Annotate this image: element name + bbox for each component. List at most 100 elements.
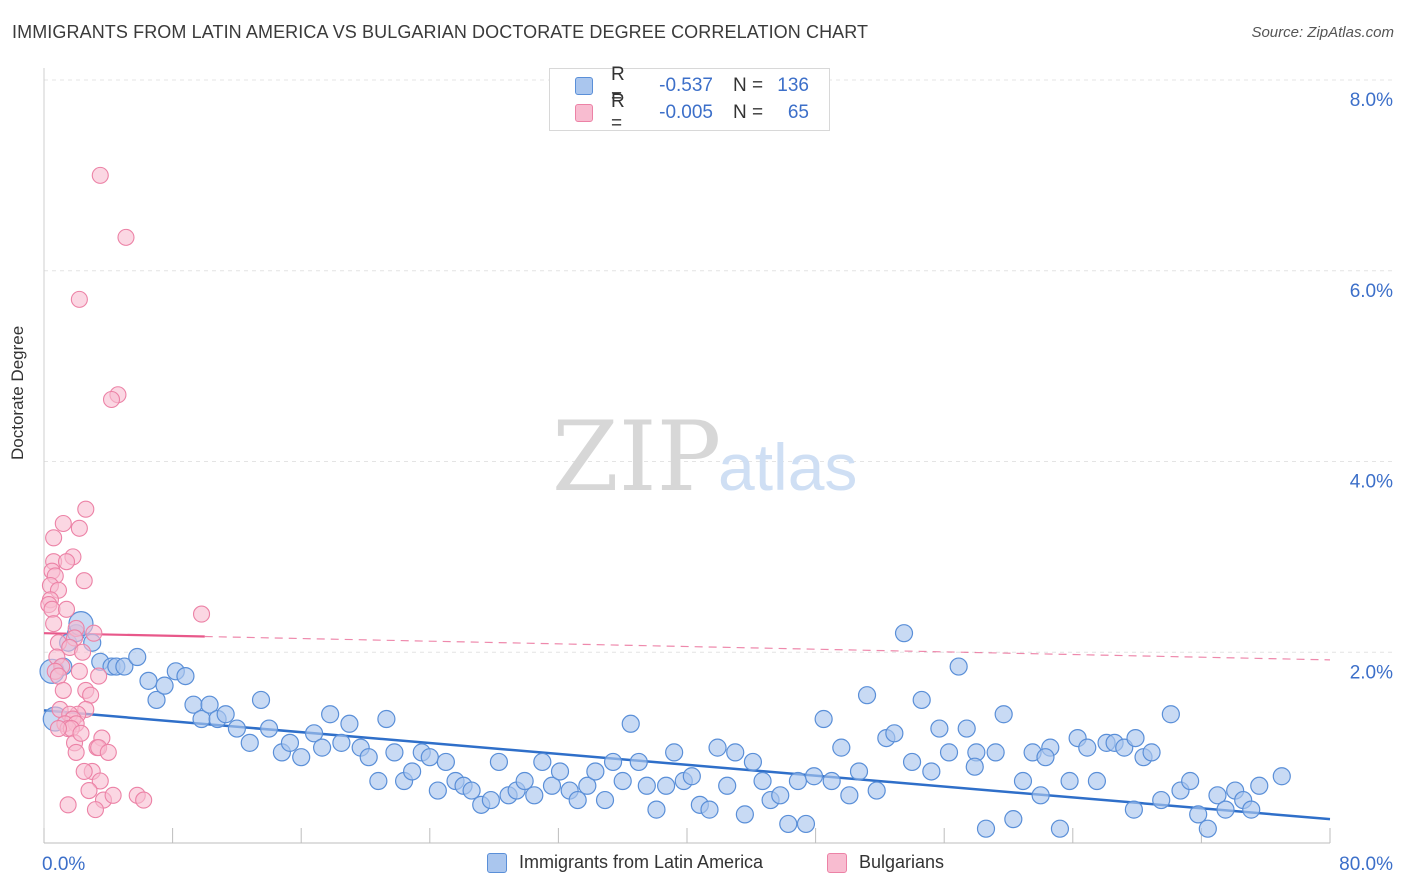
data-point-latin-america [1013,771,1033,791]
data-point-bulgarians [70,290,88,308]
trend-line-latin-america [43,709,1331,821]
data-point-latin-america [930,719,949,738]
data-point-latin-america [621,714,640,733]
legend-swatch-blue [575,77,593,95]
data-point-latin-america [525,786,544,805]
data-point-latin-america [629,752,648,772]
legend-n-value: 65 [787,102,809,123]
data-point-bulgarians [43,600,61,618]
data-point-latin-america [788,771,808,791]
data-point-latin-america [1272,767,1291,786]
data-point-latin-america [578,776,597,795]
data-point-latin-america [949,657,968,676]
data-point-latin-america [657,776,676,795]
legend-row-latin-america: R = -0.537 N = 136 [550,64,809,107]
data-point-latin-america [994,705,1013,724]
data-point-latin-america [1152,790,1171,810]
data-point-bulgarians [59,796,77,814]
data-point-latin-america [1004,810,1023,829]
data-point-latin-america [515,771,534,791]
data-point-latin-america [682,767,701,786]
data-point-bulgarians [49,719,68,738]
data-point-latin-america [647,800,666,819]
data-point-latin-america [259,719,279,738]
bottom-legend-label: Bulgarians [859,852,945,872]
data-point-latin-america [147,690,166,710]
data-point-bulgarians [90,667,108,685]
bottom-legend-bulgarians: Bulgarians [827,852,944,873]
data-point-bulgarians [102,390,121,409]
data-point-latin-america [240,733,259,752]
data-point-latin-america [743,752,763,772]
data-point-latin-america [115,657,134,676]
data-point-latin-america [1060,771,1079,791]
data-point-latin-america [312,738,332,757]
data-point-latin-america [216,705,235,724]
data-point-latin-america [251,690,271,710]
data-point-latin-america [840,786,859,805]
data-point-bulgarians [67,743,85,761]
data-point-latin-america [1036,748,1055,767]
data-point-latin-america [1216,800,1235,819]
data-point-latin-america [753,771,772,791]
data-point-latin-america [1198,819,1217,838]
watermark-atlas: atlas [718,430,857,504]
x-tick-label: 0.0% [42,854,85,875]
legend-row-bulgarians: R = -0.005 N = 65 [550,91,809,134]
data-point-latin-america [1208,786,1227,805]
data-point-latin-america [481,790,500,810]
data-point-bulgarians [91,166,109,184]
legend-r-label: R = [611,91,625,134]
data-point-latin-america [603,752,623,772]
data-point-bulgarians [192,605,211,623]
data-point-latin-america [1242,800,1261,819]
data-point-latin-america [332,733,351,752]
data-point-bulgarians [77,500,95,518]
data-point-latin-america [894,624,914,643]
data-point-bulgarians [80,781,98,800]
y-tick-label: 2.0% [1350,662,1393,683]
data-point-bulgarians [117,228,135,246]
data-point-latin-america [976,819,996,838]
data-point-latin-america [321,705,340,724]
data-point-latin-america [420,748,439,767]
data-point-latin-america [227,719,246,738]
legend-r-value: -0.005 [659,102,713,123]
y-tick-label: 4.0% [1350,472,1393,493]
data-point-latin-america [292,748,311,767]
data-point-latin-america [902,752,922,772]
data-point-latin-america [1050,819,1070,838]
data-point-latin-america [613,771,632,791]
source-label: Source: ZipAtlas.com [1251,24,1394,41]
data-point-latin-america [1031,786,1050,805]
data-point-latin-america [128,647,147,667]
bottom-legend-swatch-pink [827,852,847,873]
data-point-latin-america [1189,805,1208,824]
data-point-latin-america [857,686,877,705]
bottom-legend-latin-america: Immigrants from Latin America [487,852,763,873]
data-point-latin-america [700,800,719,819]
legend-n-label: N = [733,75,764,96]
data-point-latin-america [922,762,941,781]
data-point-latin-america [304,724,324,743]
data-point-latin-america [735,805,754,824]
data-point-latin-america [814,709,833,729]
y-tick-label: 8.0% [1350,90,1393,111]
data-point-latin-america [986,743,1005,762]
data-point-latin-america [176,666,195,686]
data-point-latin-america [542,776,562,795]
data-point-latin-america [804,767,824,786]
data-point-bulgarians [75,572,93,590]
data-point-latin-america [849,762,869,781]
data-point-bulgarians [54,681,72,699]
legend-n-label: N = [733,102,764,123]
data-point-latin-america [1250,776,1269,795]
legend-r-label: R = [611,64,625,107]
data-point-latin-america [489,752,509,772]
data-point-latin-america [779,814,798,834]
data-point-latin-america [1078,738,1097,757]
data-point-latin-america [280,733,300,752]
data-point-latin-america [1087,771,1107,791]
data-point-bulgarians [70,519,88,537]
data-point-bulgarians [45,529,63,547]
